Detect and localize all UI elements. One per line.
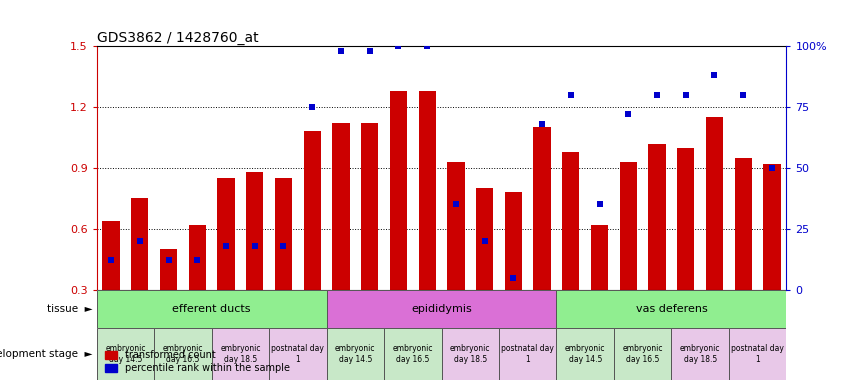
Bar bbox=[442, 328, 499, 380]
Bar bbox=[246, 172, 263, 290]
Legend: transformed count, percentile rank within the sample: transformed count, percentile rank withi… bbox=[102, 346, 294, 377]
Text: postnatal day
1: postnatal day 1 bbox=[501, 344, 554, 364]
Text: embryonic
day 16.5: embryonic day 16.5 bbox=[622, 344, 663, 364]
Bar bbox=[269, 328, 326, 380]
Text: vas deferens: vas deferens bbox=[636, 304, 707, 314]
Bar bbox=[706, 117, 723, 290]
Text: postnatal day
1: postnatal day 1 bbox=[272, 344, 325, 364]
Text: tissue  ►: tissue ► bbox=[47, 304, 93, 314]
Bar bbox=[729, 328, 786, 380]
Bar bbox=[154, 328, 212, 380]
Bar bbox=[275, 178, 292, 290]
Text: development stage  ►: development stage ► bbox=[0, 349, 93, 359]
Bar bbox=[217, 178, 235, 290]
Bar bbox=[389, 91, 407, 290]
Bar bbox=[326, 328, 384, 380]
Text: embryonic
day 14.5: embryonic day 14.5 bbox=[565, 344, 606, 364]
Bar bbox=[557, 290, 786, 328]
Bar bbox=[160, 249, 177, 290]
Bar bbox=[188, 225, 206, 290]
Bar bbox=[648, 144, 665, 290]
Bar bbox=[419, 91, 436, 290]
Bar bbox=[671, 328, 729, 380]
Text: efferent ducts: efferent ducts bbox=[172, 304, 251, 314]
Text: embryonic
day 16.5: embryonic day 16.5 bbox=[393, 344, 433, 364]
Bar bbox=[591, 225, 608, 290]
Bar bbox=[131, 198, 148, 290]
Text: embryonic
day 14.5: embryonic day 14.5 bbox=[335, 344, 376, 364]
Text: embryonic
day 18.5: embryonic day 18.5 bbox=[220, 344, 261, 364]
Bar bbox=[505, 192, 522, 290]
Bar bbox=[476, 188, 493, 290]
Bar bbox=[562, 152, 579, 290]
Bar bbox=[447, 162, 464, 290]
Bar bbox=[499, 328, 557, 380]
Bar bbox=[614, 328, 671, 380]
Bar bbox=[97, 290, 326, 328]
Bar bbox=[326, 290, 557, 328]
Bar bbox=[304, 131, 320, 290]
Bar bbox=[332, 123, 350, 290]
Text: embryonic
day 18.5: embryonic day 18.5 bbox=[680, 344, 721, 364]
Text: postnatal day
1: postnatal day 1 bbox=[731, 344, 784, 364]
Bar bbox=[533, 127, 551, 290]
Text: epididymis: epididymis bbox=[411, 304, 472, 314]
Bar bbox=[384, 328, 442, 380]
Text: GDS3862 / 1428760_at: GDS3862 / 1428760_at bbox=[97, 31, 258, 45]
Bar bbox=[361, 123, 378, 290]
Bar bbox=[103, 221, 119, 290]
Text: embryonic
day 18.5: embryonic day 18.5 bbox=[450, 344, 490, 364]
Bar bbox=[764, 164, 780, 290]
Bar bbox=[677, 147, 695, 290]
Text: embryonic
day 16.5: embryonic day 16.5 bbox=[162, 344, 204, 364]
Bar bbox=[97, 328, 154, 380]
Bar bbox=[620, 162, 637, 290]
Bar bbox=[735, 158, 752, 290]
Bar bbox=[212, 328, 269, 380]
Bar bbox=[557, 328, 614, 380]
Text: embryonic
day 14.5: embryonic day 14.5 bbox=[105, 344, 145, 364]
